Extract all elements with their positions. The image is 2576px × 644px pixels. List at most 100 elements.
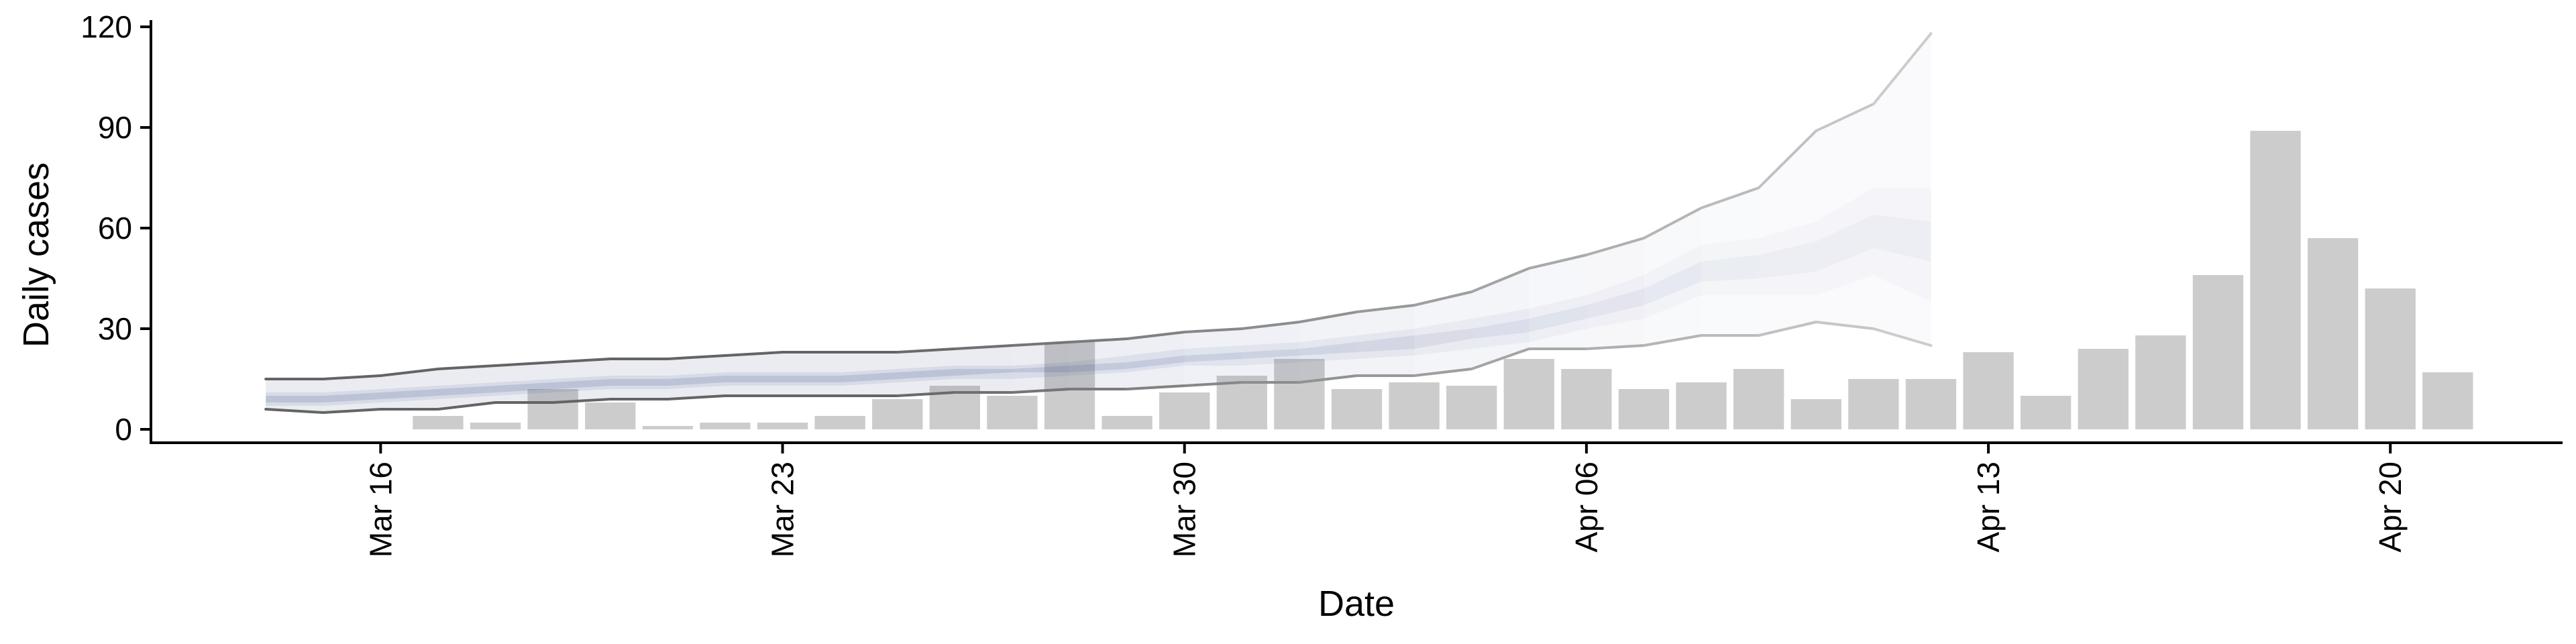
upper-90-line-segment [896,347,957,354]
band-50-segment [495,379,553,396]
case-bar [1561,369,1612,429]
band-90-segment [1586,238,1644,349]
band-50-segment [782,372,841,386]
x-tick-label: Mar 23 [765,462,800,557]
band-50-segment [667,372,725,389]
y-tick-label: 30 [98,311,132,346]
band-25-segment [495,382,553,392]
band-90-segment [380,369,438,409]
lower-90-line-segment [1585,344,1646,350]
case-bar [757,423,808,429]
upper-90-line-segment [953,344,1014,350]
lower-90-line-segment [1470,347,1531,370]
lower-90-line-segment [896,391,957,397]
case-bar [987,396,1038,429]
x-axis-title: Date [1318,584,1395,624]
case-bar [700,423,751,429]
lower-90-line-segment [1297,374,1358,384]
band-90-segment [323,376,381,413]
upper-90-line-segment [1240,321,1301,330]
band-90-segment [1356,305,1415,376]
band-90-segment [1127,332,1185,389]
y-tick-label: 0 [115,412,132,447]
band-25-segment [1299,342,1357,356]
band-50-segment [1012,362,1070,379]
upper-90-line-segment [551,358,612,364]
band-90-segment [782,352,841,396]
y-axis-title: Daily cases [16,162,56,347]
lower-90-line-segment [1413,368,1473,377]
band-50-segment [1471,309,1529,349]
lower-90-line-segment [1010,388,1071,394]
upper-90-line-segment [1700,186,1760,209]
band-25-segment [1184,352,1242,362]
lower-90-line-segment [321,408,382,414]
axes-layer [150,20,2563,444]
band-25-segment [323,392,381,402]
band-50-segment [553,376,610,392]
band-25-segment [553,379,610,389]
band-50-segment [323,389,381,406]
band-90-segment [610,359,668,399]
case-bar [2192,275,2244,429]
band-50-segment [380,386,438,402]
band-25-segment [1471,319,1529,339]
case-bar [1503,359,1554,429]
upper-90-line-segment [666,354,727,360]
x-tick-label: Apr 13 [1971,462,2006,553]
band-50-segment [724,372,783,386]
case-bar [2250,131,2301,429]
upper-90-line-segment [1183,327,1244,333]
case-bar [1274,359,1325,429]
upper-90-line-segment [1585,237,1646,256]
upper-90-line-segment [1068,337,1129,343]
y-ticks: 0 30 60 90 120 [80,9,151,447]
band-90-segment [437,366,496,409]
band-90-segment [495,362,553,402]
lower-90-line-segment [666,394,727,400]
lower-90-line-segment [1757,321,1818,337]
band-90-segment [1471,268,1529,369]
band-25-segment [1414,329,1472,349]
band-25-segment [266,396,323,402]
lower-90-line-segment [551,398,612,404]
case-bar [470,423,521,429]
band-25-segment [1586,288,1644,319]
y-tick-label: 120 [80,9,132,44]
bars-layer [413,131,2473,429]
lower-90-line-segment [436,401,497,411]
upper-90-line-segment [723,351,784,357]
case-bar [585,402,636,429]
band-90-segment [897,349,955,396]
upper-90-line-segment [379,368,439,377]
case-bar [1963,352,2014,429]
upper-90-line-segment [494,361,555,367]
case-bar [2078,349,2129,429]
band-90-segment [266,379,323,413]
band-25-segment [955,369,1012,376]
band-50-segment [955,366,1012,379]
upper-90-line-segment [1413,290,1473,307]
band-25-segment [667,376,725,386]
band-25-segment [1069,362,1128,372]
case-bar [872,399,923,429]
case-bar [1618,389,1670,429]
case-bar [1733,369,1784,429]
case-bar [2422,372,2473,429]
case-bar [1446,386,1497,429]
lower-90-line-segment [1126,384,1186,390]
case-bar [527,389,578,429]
band-25-segment [1356,335,1415,352]
band-50-segment [1242,342,1299,366]
case-bar [814,416,865,429]
upper-90-line-segment [321,374,382,380]
case-bar [413,416,464,429]
upper-90-line-segment [1470,267,1531,293]
lower-90-line-segment [1642,334,1703,347]
band-90-segment [553,359,610,402]
band-25-segment [840,372,898,382]
band-90-segment [724,352,783,396]
band-25-segment [724,376,783,382]
upper-90-line-segment [1010,341,1071,347]
projection-interval-lines [264,32,1933,414]
